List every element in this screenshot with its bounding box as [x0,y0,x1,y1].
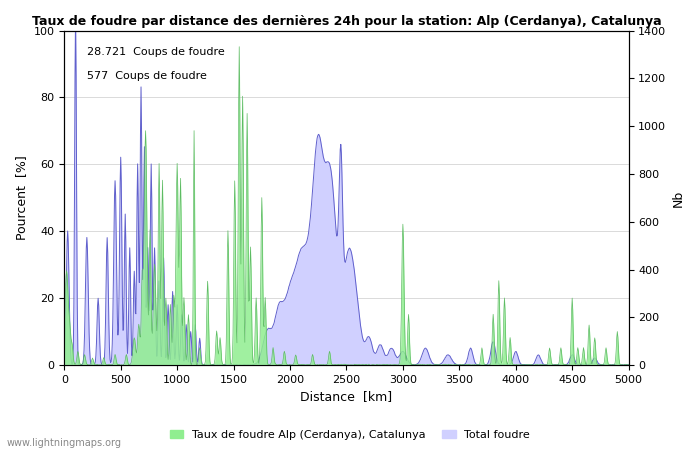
Y-axis label: Pourcent  [%]: Pourcent [%] [15,156,28,240]
Text: 28.721  Coups de foudre: 28.721 Coups de foudre [87,47,225,57]
Title: Taux de foudre par distance des dernières 24h pour la station: Alp (Cerdanya), C: Taux de foudre par distance des dernière… [32,15,661,28]
Text: www.lightningmaps.org: www.lightningmaps.org [7,438,122,448]
Legend: Taux de foudre Alp (Cerdanya), Catalunya, Total foudre: Taux de foudre Alp (Cerdanya), Catalunya… [165,426,535,445]
X-axis label: Distance  [km]: Distance [km] [300,391,393,404]
Y-axis label: Nb: Nb [672,189,685,207]
Text: 577  Coups de foudre: 577 Coups de foudre [87,71,206,81]
